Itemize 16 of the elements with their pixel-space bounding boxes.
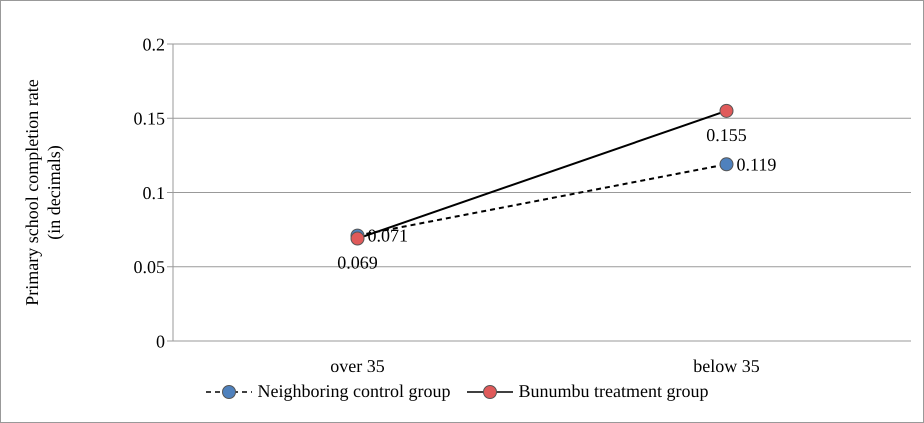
legend-label: Bunumbu treatment group xyxy=(518,381,708,402)
data-label: 0.119 xyxy=(736,154,776,174)
y-axis-title: Primary school completion rate (in decimals) xyxy=(22,79,64,306)
x-tick-label: over 35 xyxy=(330,356,385,376)
y-tick-label: 0.15 xyxy=(134,108,165,129)
point xyxy=(720,157,734,172)
point xyxy=(720,104,734,118)
data-label: 0.155 xyxy=(706,124,747,145)
y-tick-label: 0 xyxy=(156,331,165,352)
point xyxy=(350,232,364,246)
y-tick-label: 0.05 xyxy=(134,257,165,278)
data-label: 0.069 xyxy=(337,252,378,273)
x-tick-label: below 35 xyxy=(693,356,760,376)
legend-label: Neighboring control group xyxy=(258,381,450,402)
y-tick-label: 0.1 xyxy=(142,182,165,203)
y-tick-label: 0.2 xyxy=(142,34,165,54)
